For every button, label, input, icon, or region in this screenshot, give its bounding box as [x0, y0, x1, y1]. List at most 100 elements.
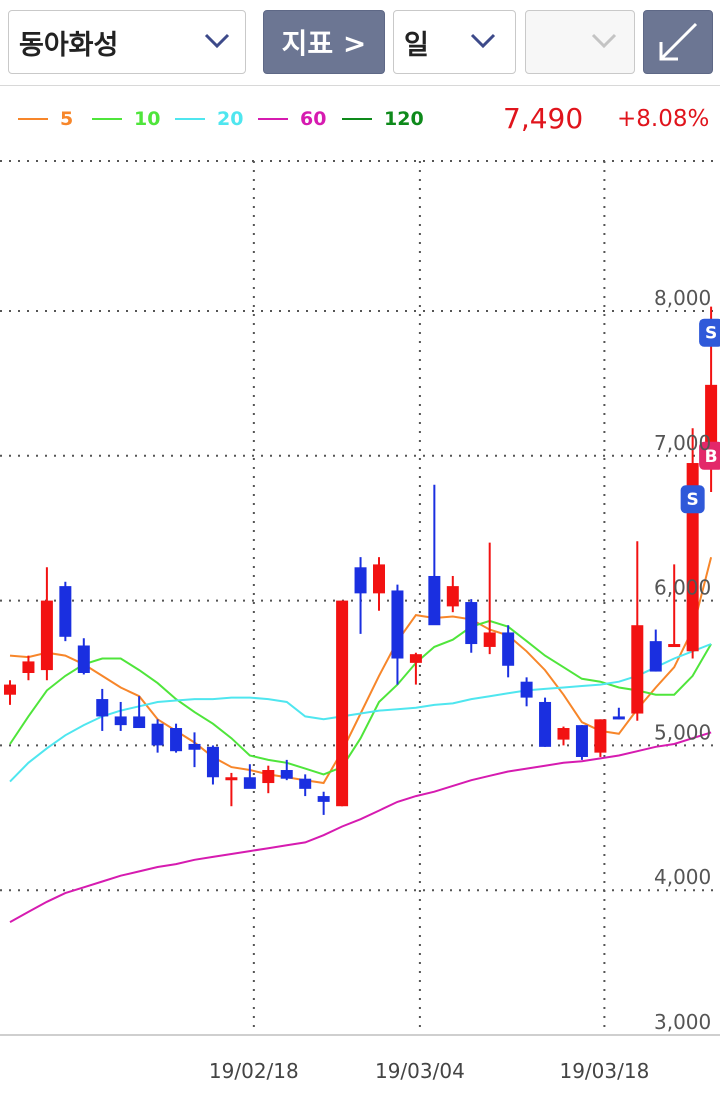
signal-badge — [699, 318, 720, 347]
candle — [391, 584, 404, 685]
price-chart[interactable]: S B S 8,000 7,000 6,000 5,000 4,000 3,000 19/02… — [0, 145, 720, 1101]
toolbar-divider — [0, 85, 720, 86]
y-tick-label: 3,000 — [654, 1010, 711, 1034]
legend-item-ma5: 5 — [18, 108, 73, 130]
candle — [40, 567, 53, 681]
y-tick-label: 6,000 — [654, 576, 711, 600]
secondary-select[interactable] — [525, 10, 635, 74]
candle-body — [391, 590, 404, 659]
period-select[interactable]: 일 — [393, 10, 516, 74]
legend-label: 5 — [60, 108, 74, 130]
candle — [299, 774, 312, 797]
candlesticks — [4, 306, 718, 815]
candle-body — [575, 725, 588, 757]
legend-item-ma10: 10 — [92, 108, 160, 130]
legend-swatch — [92, 118, 122, 120]
signal-label: S — [705, 324, 717, 344]
candle — [206, 745, 219, 785]
candle — [649, 629, 662, 672]
ma-line-10 — [9, 619, 712, 776]
period-label: 일 — [404, 29, 429, 61]
expand-button[interactable] — [643, 10, 713, 74]
candle — [114, 701, 127, 731]
candle-body — [170, 728, 183, 752]
current-price: 7,490 — [503, 102, 584, 135]
candle-body — [299, 778, 312, 789]
signal-marker: S — [699, 318, 720, 347]
candle-body — [317, 796, 330, 802]
x-tick-label: 19/03/18 — [559, 1059, 649, 1083]
price-change: +8.08% — [617, 106, 710, 132]
candle-body — [409, 654, 422, 663]
candle — [22, 655, 35, 681]
candle-body — [133, 716, 146, 729]
candle — [668, 564, 681, 648]
chart-toolbar: 동아화성 지표 > 일 — [0, 0, 720, 86]
candle — [354, 557, 367, 634]
candle-body — [539, 701, 552, 747]
indicator-button[interactable]: 지표 > — [263, 10, 385, 74]
expand-arrow-icon — [659, 22, 698, 61]
signal-badge — [680, 485, 705, 514]
moving-averages — [9, 556, 713, 923]
ma-line-20 — [9, 643, 712, 783]
candle-body — [483, 632, 496, 647]
candle — [465, 599, 478, 653]
chevron-down-icon — [204, 33, 230, 49]
stock-name: 동아화성 — [19, 29, 119, 61]
x-tick-label: 19/02/18 — [209, 1059, 299, 1083]
legend-swatch — [342, 118, 372, 120]
candle — [336, 600, 349, 807]
candle — [539, 697, 552, 747]
signal-label: B — [705, 447, 718, 467]
candle — [428, 484, 441, 626]
legend-label: 120 — [384, 108, 424, 130]
stock-select[interactable]: 동아화성 — [8, 10, 246, 74]
candle-body — [428, 575, 441, 626]
candle — [77, 638, 90, 675]
indicator-label: 지표 > — [281, 27, 367, 60]
candle-body — [4, 684, 16, 695]
candle — [612, 707, 625, 720]
candle-body — [336, 600, 349, 807]
candle — [280, 759, 293, 781]
legend-item-ma20: 20 — [175, 108, 243, 130]
signal-marker: S — [680, 485, 705, 514]
candle-body — [59, 586, 72, 637]
candle-body — [262, 770, 275, 784]
candle-body — [77, 645, 90, 673]
candle-body — [114, 716, 127, 726]
candle-body — [206, 746, 219, 778]
legend-swatch — [18, 118, 48, 120]
candle — [4, 680, 16, 705]
candle — [631, 541, 644, 721]
candle — [502, 625, 515, 678]
candle-body — [594, 719, 607, 753]
candle-body — [280, 770, 293, 779]
ma-line-60 — [9, 731, 712, 923]
candle-body — [557, 728, 570, 740]
y-tick-label: 8,000 — [654, 286, 711, 310]
candle — [170, 723, 183, 753]
candle — [594, 719, 607, 757]
candle-body — [151, 723, 164, 746]
candle — [188, 732, 201, 768]
candle-body — [354, 567, 367, 594]
candle — [520, 677, 533, 707]
candle-body — [373, 564, 385, 594]
y-axis-ticks: 8,000 7,000 6,000 5,000 4,000 3,000 — [654, 286, 711, 1034]
candle-body — [520, 681, 533, 698]
legend-label: 10 — [134, 108, 161, 130]
candle — [151, 719, 164, 753]
candle — [59, 581, 72, 642]
signal-label: S — [687, 490, 699, 510]
candle-body — [40, 600, 53, 671]
candle-body — [446, 586, 459, 607]
x-axis-ticks: 19/02/18 19/03/04 19/03/18 — [209, 1059, 649, 1083]
legend-swatch — [258, 118, 288, 120]
y-tick-label: 7,000 — [654, 431, 711, 455]
y-tick-label: 5,000 — [654, 720, 711, 744]
legend-item-ma60: 60 — [258, 108, 326, 130]
signal-badge — [699, 441, 720, 470]
candle — [133, 696, 146, 729]
